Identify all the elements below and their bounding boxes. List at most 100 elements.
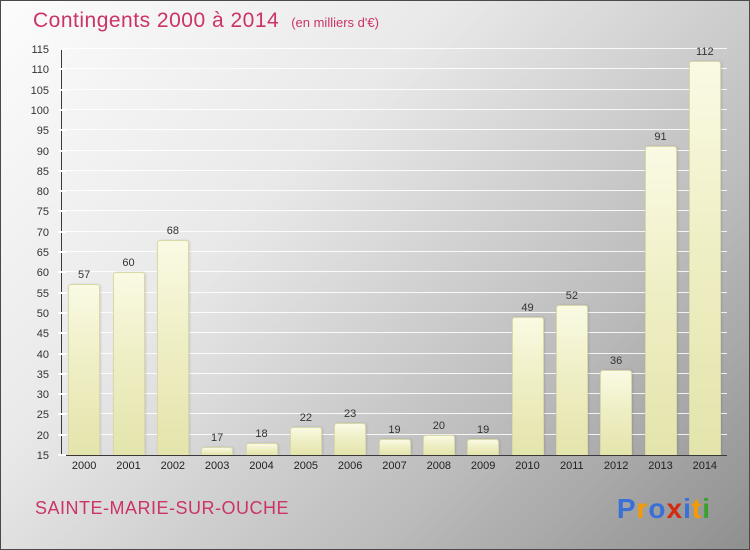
bar-2000 — [68, 284, 101, 455]
y-axis-tick-label: 60 — [36, 267, 49, 280]
y-axis-tick — [58, 48, 66, 50]
bar-value-label: 49 — [521, 301, 534, 314]
y-axis-tick — [58, 88, 66, 91]
chart-header: Contingents 2000 à 2014 (en milliers d'€) — [33, 9, 379, 33]
x-axis-tick-label: 2005 — [293, 460, 319, 472]
logo-letter: P — [616, 493, 637, 524]
logo-letter: i — [702, 493, 711, 524]
gridline — [62, 332, 727, 334]
bar-2004 — [245, 442, 278, 455]
bar-value-label: 57 — [78, 269, 91, 282]
y-axis-tick — [58, 332, 66, 335]
gridline — [62, 433, 727, 435]
x-axis-tick-label: 2014 — [692, 460, 718, 472]
y-axis-labels: 15 20 25 30 35 40 45 50 55 60 65 70 75 80 85 90 95 100 105… — [1, 44, 57, 462]
y-axis-tick — [58, 291, 66, 294]
bar-value-label: 36 — [610, 354, 623, 367]
y-axis-tick — [58, 433, 66, 436]
y-axis-tick-label: 95 — [36, 125, 49, 138]
x-axis-tick-label: 2012 — [603, 460, 629, 472]
bar-value-label: 68 — [166, 224, 179, 237]
y-axis-tick-label: 15 — [36, 450, 49, 462]
logo-letter: t — [691, 493, 703, 524]
gridline — [62, 169, 727, 171]
bar-2008 — [422, 434, 455, 455]
bar-value-label: 23 — [344, 407, 357, 420]
bar-2009 — [467, 438, 500, 455]
x-axis-tick-label: 2001 — [116, 460, 141, 472]
y-axis-tick-label: 40 — [36, 348, 49, 361]
bar-value-label: 19 — [388, 423, 401, 436]
chart-subtitle: (en milliers d'€) — [291, 15, 379, 30]
y-axis-tick-label: 20 — [36, 429, 49, 442]
gridline — [62, 129, 727, 131]
bar-2005 — [289, 426, 322, 455]
x-axis-tick-label: 2011 — [560, 460, 584, 472]
gridline — [62, 413, 727, 415]
location-label: SAINTE-MARIE-SUR-OUCHE — [35, 498, 290, 518]
bar-value-label: 60 — [122, 257, 135, 270]
x-axis-tick-label: 2006 — [337, 460, 363, 472]
bar-value-label: 20 — [432, 419, 445, 432]
y-axis-tick — [58, 149, 66, 152]
x-axis-tick-label: 2002 — [160, 460, 186, 472]
gridline — [62, 190, 727, 192]
y-axis-tick — [58, 190, 66, 193]
bar-2006 — [334, 422, 367, 455]
bar-2002 — [156, 239, 189, 455]
y-axis-tick — [58, 393, 66, 396]
bar-2007 — [378, 438, 411, 455]
gridline — [62, 149, 727, 151]
y-axis-tick — [58, 251, 66, 253]
y-axis-tick-label: 105 — [30, 84, 49, 97]
y-axis-tick — [58, 352, 66, 355]
y-axis-tick-label: 30 — [36, 389, 49, 402]
bar-2013 — [644, 146, 677, 455]
x-axis-tick-label: 2013 — [648, 460, 673, 472]
y-axis-tick-label: 35 — [36, 368, 49, 381]
bar-value-label: 19 — [477, 423, 490, 436]
y-axis-tick — [58, 169, 66, 172]
x-axis-tick-label: 2004 — [249, 460, 274, 472]
y-axis-tick-label: 80 — [36, 186, 49, 199]
logo-letter: x — [666, 493, 684, 524]
x-axis-tick-label: 2010 — [515, 460, 540, 472]
y-axis-tick — [58, 210, 66, 213]
bar-value-label: 52 — [565, 289, 578, 302]
y-axis-tick — [58, 108, 66, 111]
y-axis-tick-label: 110 — [31, 64, 49, 77]
gridline — [62, 210, 727, 212]
y-axis-tick — [58, 129, 66, 132]
bar-value-label: 22 — [299, 411, 312, 424]
bar-2001 — [112, 272, 145, 455]
y-axis-tick — [58, 230, 66, 233]
y-axis-tick-label: 55 — [36, 287, 49, 300]
gridline — [62, 291, 727, 293]
bar-value-label: 112 — [696, 46, 714, 59]
y-axis-tick-label: 25 — [36, 409, 49, 422]
y-axis-tick — [58, 413, 66, 416]
y-axis-tick-label: 45 — [36, 328, 49, 341]
bar-2011 — [555, 304, 588, 455]
gridline — [62, 88, 727, 90]
logo-letter: r — [636, 493, 649, 524]
y-axis-tick-label: 100 — [30, 104, 49, 117]
y-axis-tick — [58, 454, 66, 456]
gridline — [62, 393, 727, 395]
chart-title: Contingents 2000 à 2014 — [33, 9, 280, 32]
bar-2014 — [688, 61, 721, 455]
gridline — [62, 372, 727, 374]
x-axis-tick-label: 2007 — [382, 460, 407, 472]
plot-area: 57 2000 60 2001 68 2002 17 2003 18 2004 22 2005 23 20… — [58, 46, 727, 472]
bar-2012 — [600, 369, 633, 455]
y-axis-tick-label: 115 — [31, 44, 49, 56]
bar-value-label: 18 — [255, 427, 268, 440]
bar-2010 — [511, 316, 544, 455]
gridline — [62, 230, 727, 232]
gridline — [62, 48, 727, 49]
gridline — [62, 251, 727, 252]
y-axis-tick — [58, 271, 66, 274]
bar-2003 — [201, 446, 234, 455]
y-axis-tick — [58, 311, 66, 314]
